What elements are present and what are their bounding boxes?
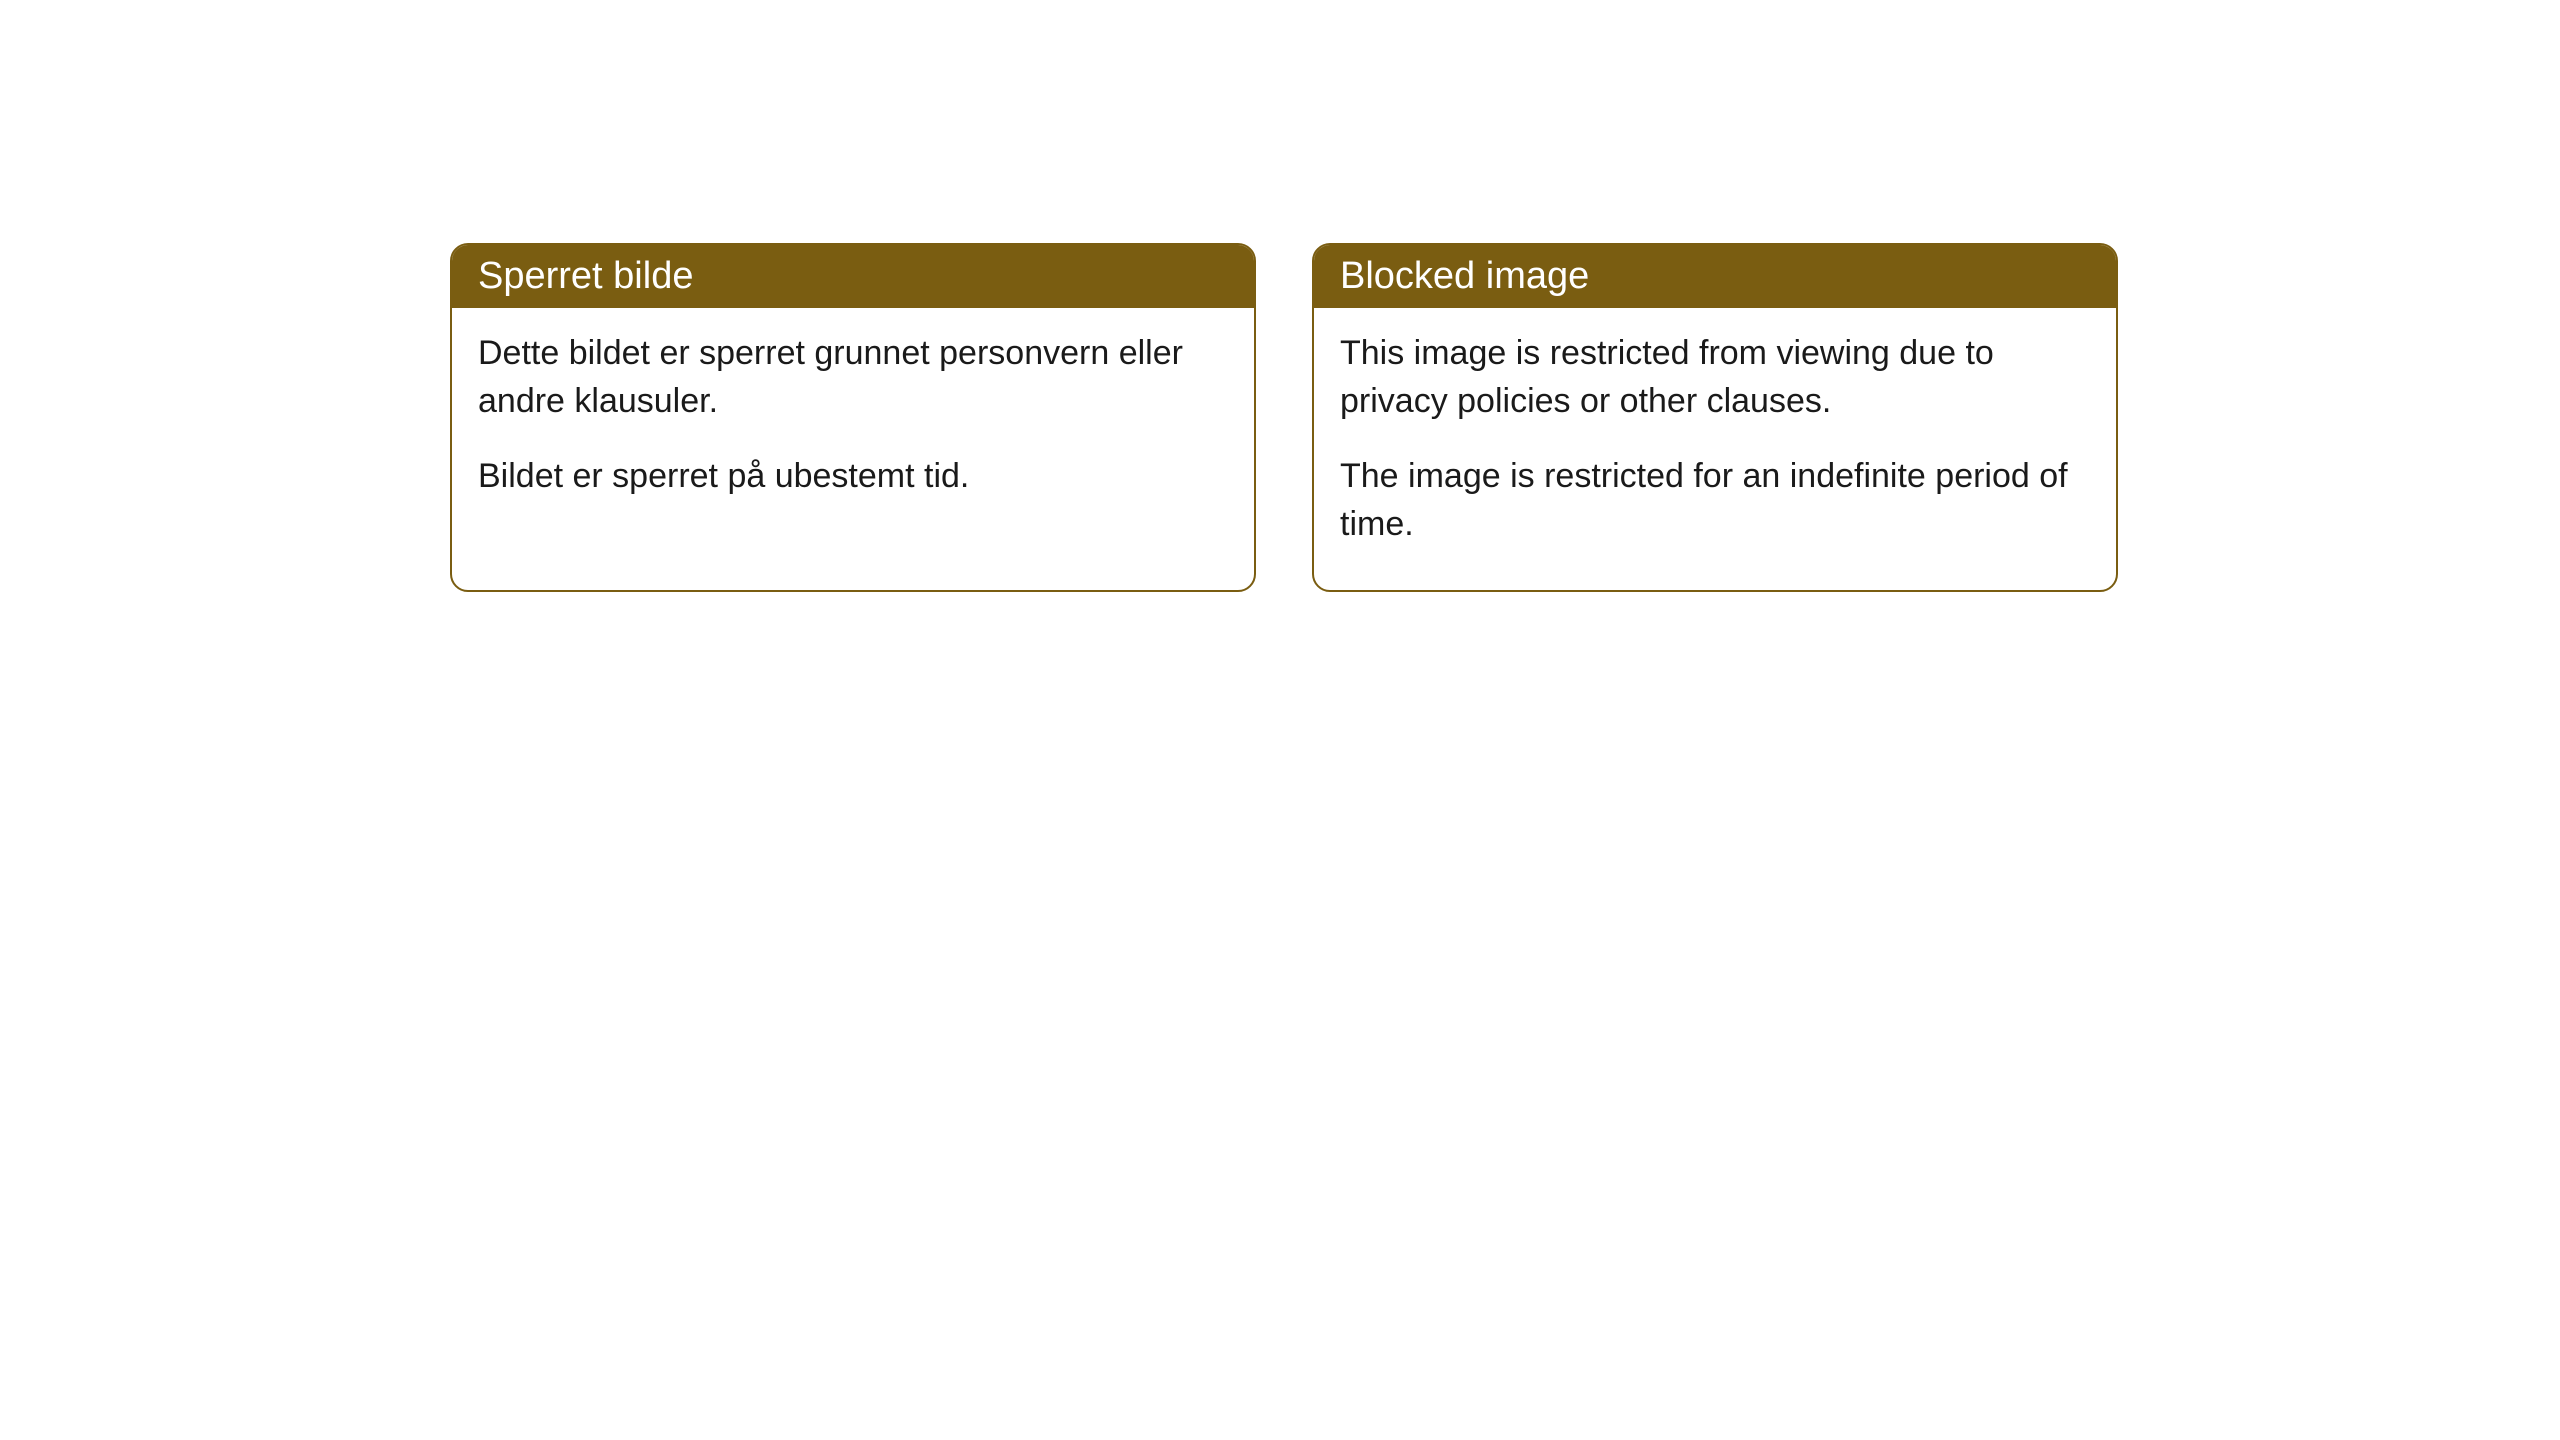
card-paragraph: The image is restricted for an indefinit… — [1340, 453, 2090, 548]
card-header-norwegian: Sperret bilde — [452, 245, 1254, 308]
card-paragraph: This image is restricted from viewing du… — [1340, 330, 2090, 425]
card-paragraph: Dette bildet er sperret grunnet personve… — [478, 330, 1228, 425]
card-body-norwegian: Dette bildet er sperret grunnet personve… — [452, 308, 1254, 543]
card-norwegian: Sperret bilde Dette bildet er sperret gr… — [450, 243, 1256, 592]
card-english: Blocked image This image is restricted f… — [1312, 243, 2118, 592]
card-header-english: Blocked image — [1314, 245, 2116, 308]
card-body-english: This image is restricted from viewing du… — [1314, 308, 2116, 590]
cards-container: Sperret bilde Dette bildet er sperret gr… — [450, 243, 2118, 592]
card-paragraph: Bildet er sperret på ubestemt tid. — [478, 453, 1228, 501]
